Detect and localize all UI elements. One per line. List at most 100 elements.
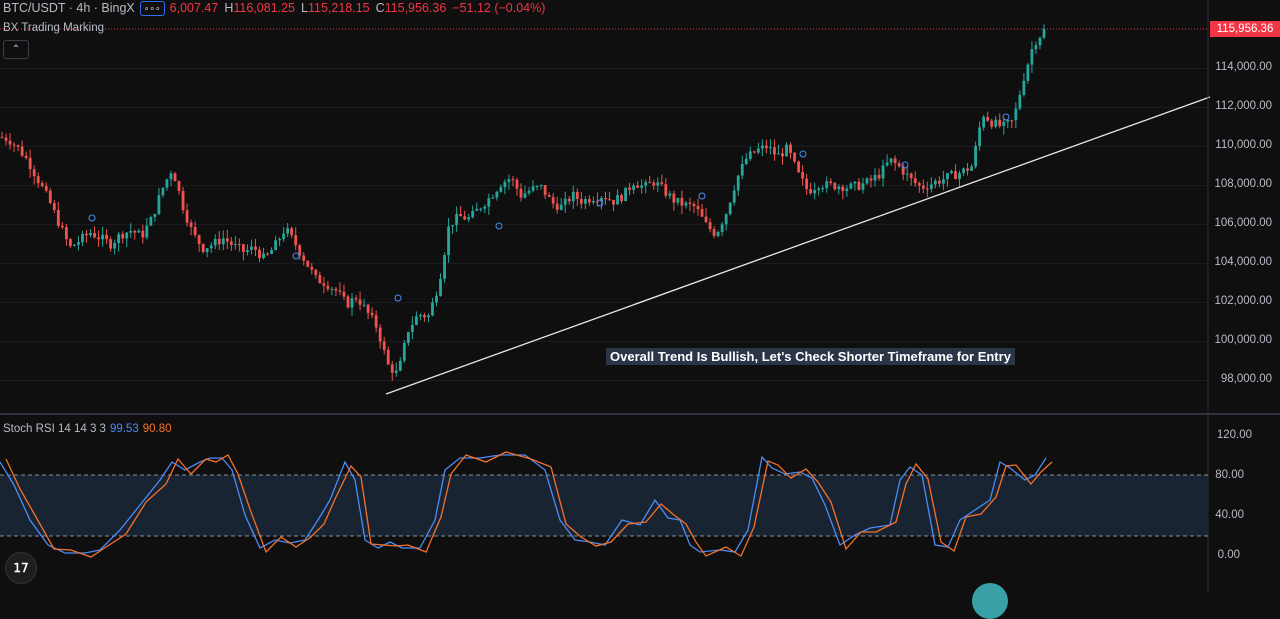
candle-body: [962, 168, 965, 174]
candle-body: [233, 244, 237, 246]
candle-body: [825, 181, 829, 189]
candle-body: [73, 244, 76, 246]
candle-body: [189, 222, 193, 227]
chart-canvas[interactable]: [0, 0, 1280, 593]
candle-body: [644, 182, 648, 186]
candle-body: [664, 184, 668, 196]
candle-body: [539, 185, 543, 187]
candle-body: [841, 186, 845, 192]
candle-body: [728, 202, 732, 215]
candle-body: [52, 202, 56, 210]
stoch-d-line: [5, 451, 1053, 558]
candle-body: [994, 119, 998, 127]
price-tick: 112,000.00: [1215, 100, 1272, 112]
candle-body: [423, 314, 426, 318]
candle-body: [346, 296, 350, 308]
candle-body: [849, 183, 853, 189]
candle-body: [937, 180, 941, 184]
candle-body: [4, 137, 8, 141]
candle-body: [64, 227, 68, 240]
candle-body: [773, 147, 776, 155]
candle-body: [865, 178, 869, 184]
tradingview-logo-icon[interactable]: 𝟣𝟩: [5, 552, 37, 584]
candle-body: [334, 288, 338, 291]
candle-body: [724, 214, 728, 225]
candle-body: [913, 178, 917, 184]
candle-body: [398, 360, 402, 371]
candle-body: [410, 324, 414, 333]
candle-body: [1010, 120, 1014, 122]
candle-body: [193, 226, 197, 236]
marker-dot: [495, 222, 503, 230]
candle-body: [853, 181, 857, 184]
candle-body: [801, 172, 805, 179]
symbol-label[interactable]: BTC/USDT · 4h · BingX: [3, 1, 135, 15]
candle-body: [205, 248, 209, 252]
candle-body: [861, 183, 865, 190]
close-value: 115,956.36: [384, 1, 447, 15]
candle-body: [893, 158, 897, 164]
stoch-rsi-label[interactable]: Stoch RSI 14 14 3 3 99.53 90.80: [3, 423, 172, 435]
candle-body: [688, 202, 692, 204]
candle-body: [459, 214, 463, 217]
candle-body: [600, 198, 603, 202]
change-value: −51.12 (−0.04%): [452, 1, 546, 15]
candle-body: [535, 186, 539, 188]
candle-body: [656, 182, 660, 186]
candle-body: [612, 199, 615, 205]
candle-body: [950, 171, 953, 174]
candle-body: [354, 298, 358, 300]
stoch-tick: 80.00: [1215, 469, 1244, 481]
candle-body: [173, 173, 177, 182]
price-tick: 110,000.00: [1215, 139, 1272, 151]
stoch-k-line: [0, 454, 1047, 554]
candle-body: [946, 173, 949, 180]
candle-body: [986, 117, 990, 121]
price-tick: 100,000.00: [1214, 334, 1272, 346]
indicator-label[interactable]: BX Trading Marking: [3, 22, 104, 34]
candle-body: [805, 178, 809, 190]
candle-body: [543, 185, 547, 196]
candle-body: [97, 237, 100, 240]
candle-body: [181, 190, 185, 211]
candle-body: [587, 199, 591, 203]
candle-body: [591, 201, 595, 203]
candle-body: [145, 225, 149, 238]
candle-body: [471, 210, 475, 218]
candle-body: [660, 182, 664, 185]
trend-annotation[interactable]: Overall Trend Is Bullish, Let's Check Sh…: [606, 348, 1015, 365]
candle-body: [583, 199, 587, 204]
candle-body: [789, 144, 792, 153]
stoch-tick: 0.00: [1217, 549, 1240, 561]
candle-body: [113, 243, 117, 249]
candle-body: [1042, 28, 1046, 38]
candle-body: [1026, 64, 1030, 81]
candle-body: [386, 349, 390, 365]
candle-body: [897, 163, 901, 167]
candle-body: [129, 230, 133, 233]
candle-body: [36, 176, 40, 184]
candle-body: [1018, 94, 1022, 109]
candle-body: [350, 298, 354, 308]
chevron-up-icon[interactable]: ⌃: [3, 40, 29, 59]
candle-body: [676, 197, 680, 203]
avatar-bubble[interactable]: [972, 583, 1008, 619]
candle-body: [672, 193, 676, 203]
candle-body: [48, 190, 52, 203]
candle-body: [527, 190, 531, 194]
candle-body: [889, 158, 893, 163]
candle-body: [479, 208, 483, 210]
candle-body: [406, 332, 410, 343]
candle-body: [624, 187, 627, 202]
open-value: 6,007.47: [169, 1, 219, 15]
trendline[interactable]: [385, 96, 1211, 395]
more-icon[interactable]: ∘∘∘: [139, 0, 165, 16]
candle-body: [515, 179, 519, 189]
candle-body: [764, 145, 768, 149]
candle-body: [1014, 108, 1018, 121]
candle-body: [161, 187, 165, 196]
candle-body: [274, 240, 277, 251]
candle-body: [1006, 120, 1010, 122]
candle-body: [229, 241, 233, 245]
candle-body: [225, 238, 229, 242]
